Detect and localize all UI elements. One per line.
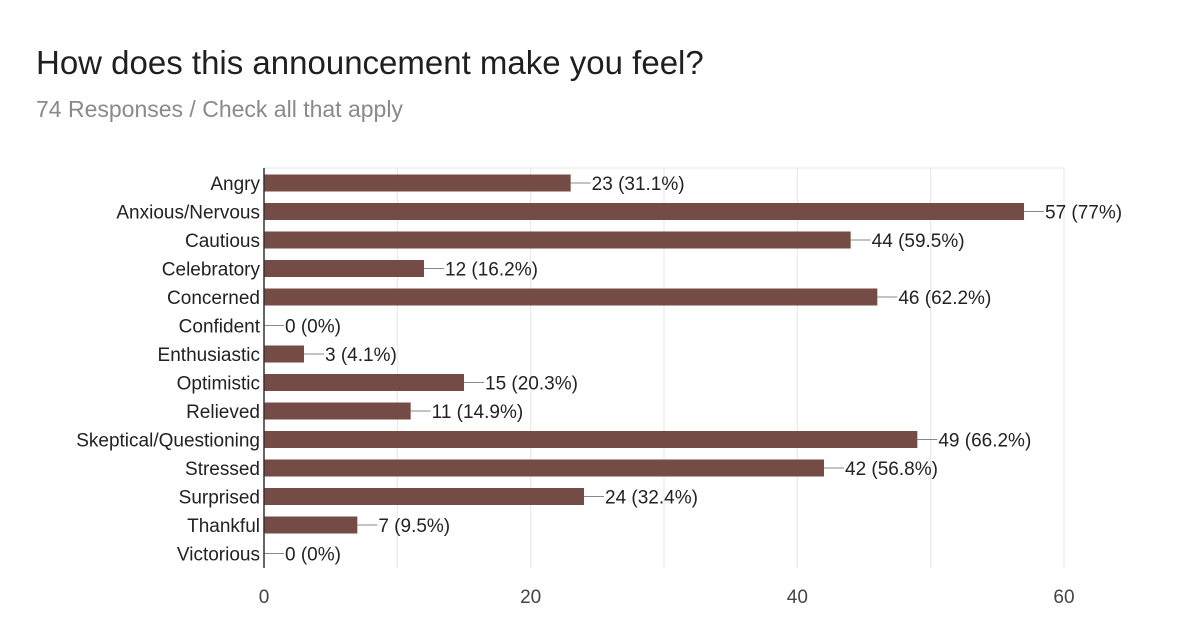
bar: [264, 431, 918, 448]
bar: [264, 488, 584, 505]
data-label: 15 (20.3%): [485, 374, 578, 395]
data-label: 57 (77%): [1045, 203, 1122, 224]
data-label: 0 (0%): [285, 545, 341, 566]
data-label: 7 (9.5%): [378, 516, 450, 537]
bar: [264, 174, 571, 192]
category-label: Skeptical/Questioning: [76, 431, 260, 452]
data-label: 24 (32.4%): [605, 488, 698, 509]
data-label: 49 (66.2%): [938, 431, 1031, 452]
category-label: Stressed: [185, 459, 260, 480]
category-label: Surprised: [179, 488, 260, 509]
bar: [264, 459, 824, 477]
bar: [264, 402, 411, 420]
x-tick-label: 60: [1053, 587, 1074, 608]
data-label: 11 (14.9%): [432, 402, 524, 423]
bar: [264, 203, 1024, 220]
x-tick-label: 20: [520, 587, 541, 608]
x-tick-label: 40: [787, 587, 808, 608]
bar: [264, 374, 464, 391]
bars: [264, 174, 1024, 534]
data-label: 12 (16.2%): [445, 260, 538, 281]
category-label: Optimistic: [177, 374, 260, 395]
category-label: Enthusiastic: [158, 345, 260, 366]
data-label: 44 (59.5%): [872, 231, 965, 252]
chart-subtitle: 74 Responses / Check all that apply: [36, 96, 403, 122]
category-label: Concerned: [167, 288, 260, 309]
category-label: Victorious: [177, 545, 260, 566]
category-label: Celebratory: [162, 260, 261, 281]
category-label: Anxious/Nervous: [116, 203, 260, 224]
data-label: 0 (0%): [285, 317, 341, 338]
bar: [264, 345, 304, 363]
data-label: 23 (31.1%): [592, 174, 685, 195]
bar: [264, 516, 358, 534]
bar: [264, 288, 878, 306]
category-label: Confident: [179, 317, 261, 338]
x-tick-label: 0: [259, 587, 270, 608]
chart-title: How does this announcement make you feel…: [36, 44, 704, 81]
bar: [264, 231, 851, 249]
data-label: 3 (4.1%): [325, 345, 397, 366]
category-label: Thankful: [187, 516, 260, 537]
category-label: Cautious: [185, 231, 260, 252]
category-label: Relieved: [186, 402, 260, 423]
category-label: Angry: [210, 174, 260, 195]
data-label: 46 (62.2%): [898, 288, 991, 309]
data-label: 42 (56.8%): [845, 459, 938, 480]
bar: [264, 260, 424, 277]
labels: 0 20 40 60 23 (31.1%) Angry 57 (77%) Anxious/Ne…: [76, 168, 1122, 608]
